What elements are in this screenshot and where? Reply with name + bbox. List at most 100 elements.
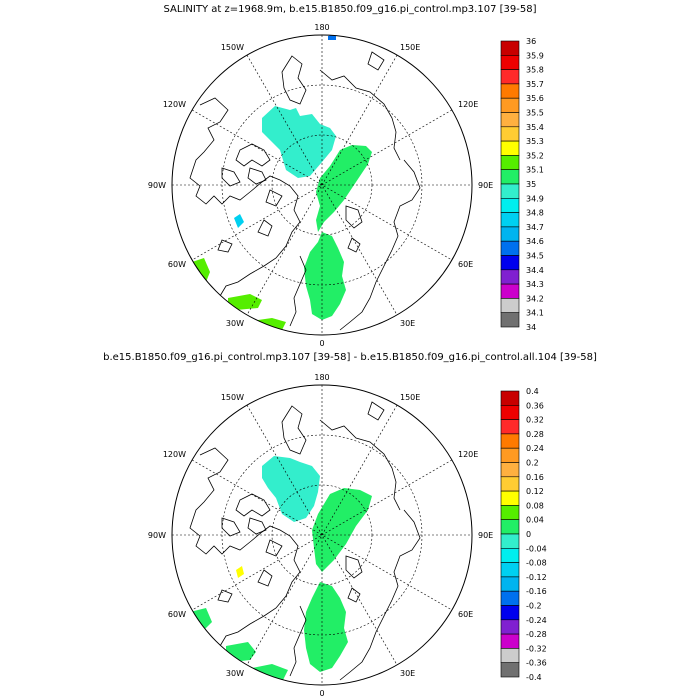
panel2-teal-region — [262, 456, 320, 522]
panel2-lon-label-90w: 90W — [148, 531, 166, 540]
colorbar-swatch — [500, 54, 520, 70]
panel2-title: b.e15.B1850.f09_g16.pi_control.mp3.107 [… — [103, 352, 597, 363]
panel1-lon-label-150w: 150W — [221, 43, 244, 52]
panel2-lon-label-0: 0 — [319, 689, 324, 698]
panel1-lon-label-60e: 60E — [458, 260, 473, 269]
panel1-colorbar: 36 35.9 35.8 35.7 35.6 35.5 35.4 35.3 35.2 35.1 35… — [500, 37, 544, 332]
panel2-colorbar: 0.4 0.36 0.32 0.28 0.24 0.2 0.16 0.12 0.08 0.04 0 -… — [500, 387, 547, 682]
panel1-title: SALINITY at z=1968.9m, b.e15.B1850.f09_g… — [163, 4, 537, 15]
panel2-coastlines — [189, 401, 421, 681]
colorbar-tick-label: -0.24 — [526, 616, 547, 625]
panel1-lon-label-30w: 30W — [226, 319, 244, 328]
panel2-lon-label-30w: 30W — [226, 669, 244, 678]
colorbar-swatch — [500, 112, 520, 128]
panel2-green-patch-2 — [226, 642, 256, 662]
colorbar-swatch — [500, 169, 520, 185]
panel2-yellow-patch — [236, 566, 244, 578]
colorbar-swatch — [500, 404, 520, 420]
panel2-map-border — [171, 384, 473, 686]
colorbar-swatch — [500, 662, 520, 678]
colorbar-tick-label: 34.7 — [526, 223, 544, 232]
colorbar-swatch — [500, 648, 520, 664]
colorbar-swatch — [500, 298, 520, 313]
colorbar-tick-label: -0.08 — [526, 559, 547, 568]
colorbar-swatch — [500, 40, 520, 56]
colorbar-swatch — [500, 198, 520, 213]
colorbar-tick-label: 34.8 — [526, 209, 544, 218]
panel2-lon-label-120e: 120E — [458, 450, 478, 459]
colorbar-tick-label: 0.4 — [526, 387, 539, 396]
colorbar-tick-label: 0 — [526, 530, 531, 539]
colorbar-tick-label: 34.4 — [526, 266, 544, 275]
panel1-lon-label-60w: 60W — [168, 260, 186, 269]
colorbar-swatch — [500, 140, 520, 156]
colorbar-tick-label: 34.1 — [526, 309, 544, 318]
colorbar-swatch — [500, 240, 520, 256]
colorbar-swatch — [500, 390, 520, 406]
colorbar-swatch — [500, 255, 520, 271]
colorbar-swatch — [500, 226, 520, 242]
colorbar-tick-label: 35.3 — [526, 137, 544, 146]
panel1-green-region-lower — [304, 232, 346, 320]
panel2-lon-label-180: 180 — [314, 373, 329, 382]
colorbar-swatch — [500, 547, 520, 563]
colorbar-swatch — [500, 590, 520, 606]
colorbar-tick-label: 0.28 — [526, 430, 544, 439]
colorbar-swatch — [500, 619, 520, 635]
panel2-lon-label-60w: 60W — [168, 610, 186, 619]
colorbar-tick-label: 35.4 — [526, 123, 544, 132]
colorbar-swatch — [500, 605, 520, 621]
colorbar-tick-label: 34.9 — [526, 194, 544, 203]
colorbar-swatch — [500, 155, 520, 170]
colorbar-tick-label: 35.6 — [526, 94, 544, 103]
panel1-lon-label-0: 0 — [319, 339, 324, 348]
colorbar-tick-label: -0.4 — [526, 673, 542, 682]
colorbar-tick-label: 34 — [526, 323, 536, 332]
panel2-lon-label-90e: 90E — [478, 531, 493, 540]
panel1-green-region-upper — [316, 145, 372, 232]
panel1-lon-label-90w: 90W — [148, 181, 166, 190]
colorbar-tick-label: -0.36 — [526, 659, 547, 668]
colorbar-swatch — [500, 576, 520, 592]
colorbar-swatch — [500, 519, 520, 535]
colorbar-tick-label: 0.16 — [526, 473, 544, 482]
panel1-lon-label-30e: 30E — [400, 319, 415, 328]
colorbar-tick-label: 0.08 — [526, 501, 544, 510]
colorbar-swatch — [500, 433, 520, 449]
colorbar-tick-label: 34.6 — [526, 237, 544, 246]
colorbar-tick-label: 35.7 — [526, 80, 544, 89]
panel2-lon-label-150e: 150E — [400, 393, 420, 402]
colorbar-swatch — [500, 476, 520, 492]
colorbar-tick-label: -0.2 — [526, 602, 542, 611]
panel1-lon-label-150e: 150E — [400, 43, 420, 52]
panel2-map: 180 0 90W 90E 150W 120W 150E 120E 60W 30… — [148, 373, 493, 698]
colorbar-swatch — [500, 283, 520, 299]
colorbar-tick-label: -0.16 — [526, 587, 547, 596]
panel2-green-region-lower — [304, 582, 348, 672]
colorbar-tick-label: 0.32 — [526, 416, 544, 425]
colorbar-swatch — [500, 97, 520, 113]
panel1-lon-label-120w: 120W — [163, 100, 186, 109]
panel1-map-border — [171, 34, 473, 336]
panel1-cyan-patch — [234, 214, 244, 228]
panel1-graticule — [172, 35, 472, 335]
colorbar-tick-label: 34.3 — [526, 280, 544, 289]
panel1-coastlines — [189, 51, 421, 331]
colorbar-swatch — [500, 505, 520, 520]
colorbar-tick-label: 0.12 — [526, 487, 544, 496]
panel2-lon-label-120w: 120W — [163, 450, 186, 459]
colorbar-tick-label: 35 — [526, 180, 536, 189]
panel2-green-region-upper — [312, 488, 372, 572]
colorbar-swatch — [500, 562, 520, 578]
colorbar-swatch — [500, 447, 520, 463]
panel1-lime-patch-2 — [228, 294, 262, 310]
colorbar-tick-label: 0.04 — [526, 516, 544, 525]
colorbar-swatch — [500, 269, 520, 285]
panel1-lon-label-120e: 120E — [458, 100, 478, 109]
panel2-lon-label-30e: 30E — [400, 669, 415, 678]
colorbar-tick-label: -0.28 — [526, 630, 547, 639]
colorbar-swatch — [500, 212, 520, 228]
colorbar-tick-label: 0.36 — [526, 401, 544, 410]
panel1-teal-region — [262, 106, 336, 178]
